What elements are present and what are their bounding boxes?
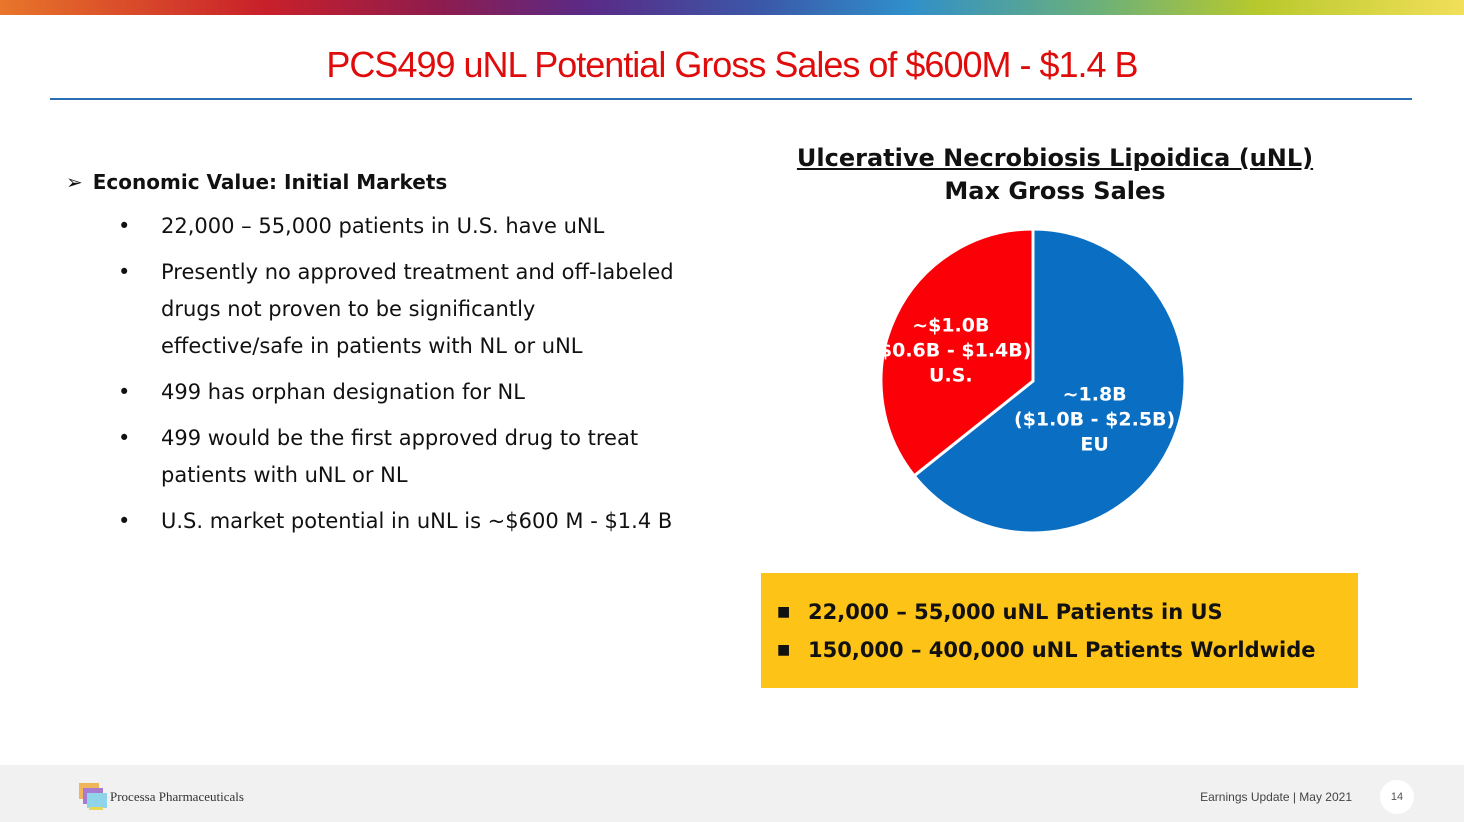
bullet-item: • Presently no approved treatment and off… [66,254,766,365]
bullet-icon: • [118,509,131,533]
slice-range: ($1.0B - $2.5B) [1014,409,1175,431]
pie-slice-us [879,227,1035,478]
company-name: Processa Pharmaceuticals [110,789,244,804]
bullet-item: • U.S. market potential in uNL is ~$600 M… [66,503,766,540]
callout-text: 22,000 – 55,000 uNL Patients in US [808,600,1223,624]
heading-text: Economic Value: Initial Markets [92,170,448,194]
economic-value-section: ➢ Economic Value: Initial Markets • 22,00… [66,170,766,549]
callout-text: 150,000 – 400,000 uNL Patients Worldwide [808,638,1316,662]
bullet-icon: • [118,214,131,238]
bullet-text: 499 would be the first approved drug to … [161,426,639,487]
square-bullet-icon: ■ [777,642,791,658]
slice-name: U.S. [929,364,973,386]
company-logo-icon [79,783,107,810]
bullet-text: 499 has orphan designation for NL [161,380,525,404]
chart-title-main: Ulcerative Necrobiosis Lipoidica (uNL) [796,144,1314,172]
callout-item: ■ 22,000 – 55,000 uNL Patients in US [777,593,1358,631]
arrow-bullet-icon: ➢ [66,170,83,194]
decorative-gradient-bar [0,0,1464,15]
chart-title: Ulcerative Necrobiosis Lipoidica (uNL) M… [760,142,1350,208]
slice-label: ~$1.0B [912,314,989,336]
page-number: 14 [1380,780,1414,814]
patient-callout-box: ■ 22,000 – 55,000 uNL Patients in US ■ 150… [761,573,1358,688]
pie-slice-eu [912,227,1187,535]
chart-subtitle: Max Gross Sales [944,177,1166,205]
slice-label: ~1.8B [1063,384,1127,406]
title-divider [50,98,1412,100]
footer: Processa Pharmaceuticals Earnings Update… [0,765,1464,822]
bullet-icon: • [118,426,131,450]
bullet-item: • 22,000 – 55,000 patients in U.S. have u… [66,208,766,245]
slide-title: PCS499 uNL Potential Gross Sales of $600… [326,44,1138,85]
square-bullet-icon: ■ [777,604,791,620]
slice-name: EU [1080,434,1108,456]
callout-item: ■ 150,000 – 400,000 uNL Patients Worldwid… [777,631,1358,669]
bullet-item: • 499 has orphan designation for NL [66,374,766,411]
bullet-icon: • [118,260,131,284]
bullet-text: Presently no approved treatment and off-… [161,260,674,358]
bullet-icon: • [118,380,131,404]
bullet-item: • 499 would be the first approved drug to… [66,420,766,494]
slice-range: ($0.6B - $1.4B) [870,339,1031,361]
event-label: Earnings Update | May 2021 [1200,790,1352,804]
bullet-text: U.S. market potential in uNL is ~$600 M … [161,509,673,533]
section-heading: ➢ Economic Value: Initial Markets [66,170,766,194]
pie-chart: ~1.8B ($1.0B - $2.5B) EU ~$1.0B ($0.6B - $1.… [870,227,1187,535]
bullet-text: 22,000 – 55,000 patients in U.S. have uN… [161,214,605,238]
